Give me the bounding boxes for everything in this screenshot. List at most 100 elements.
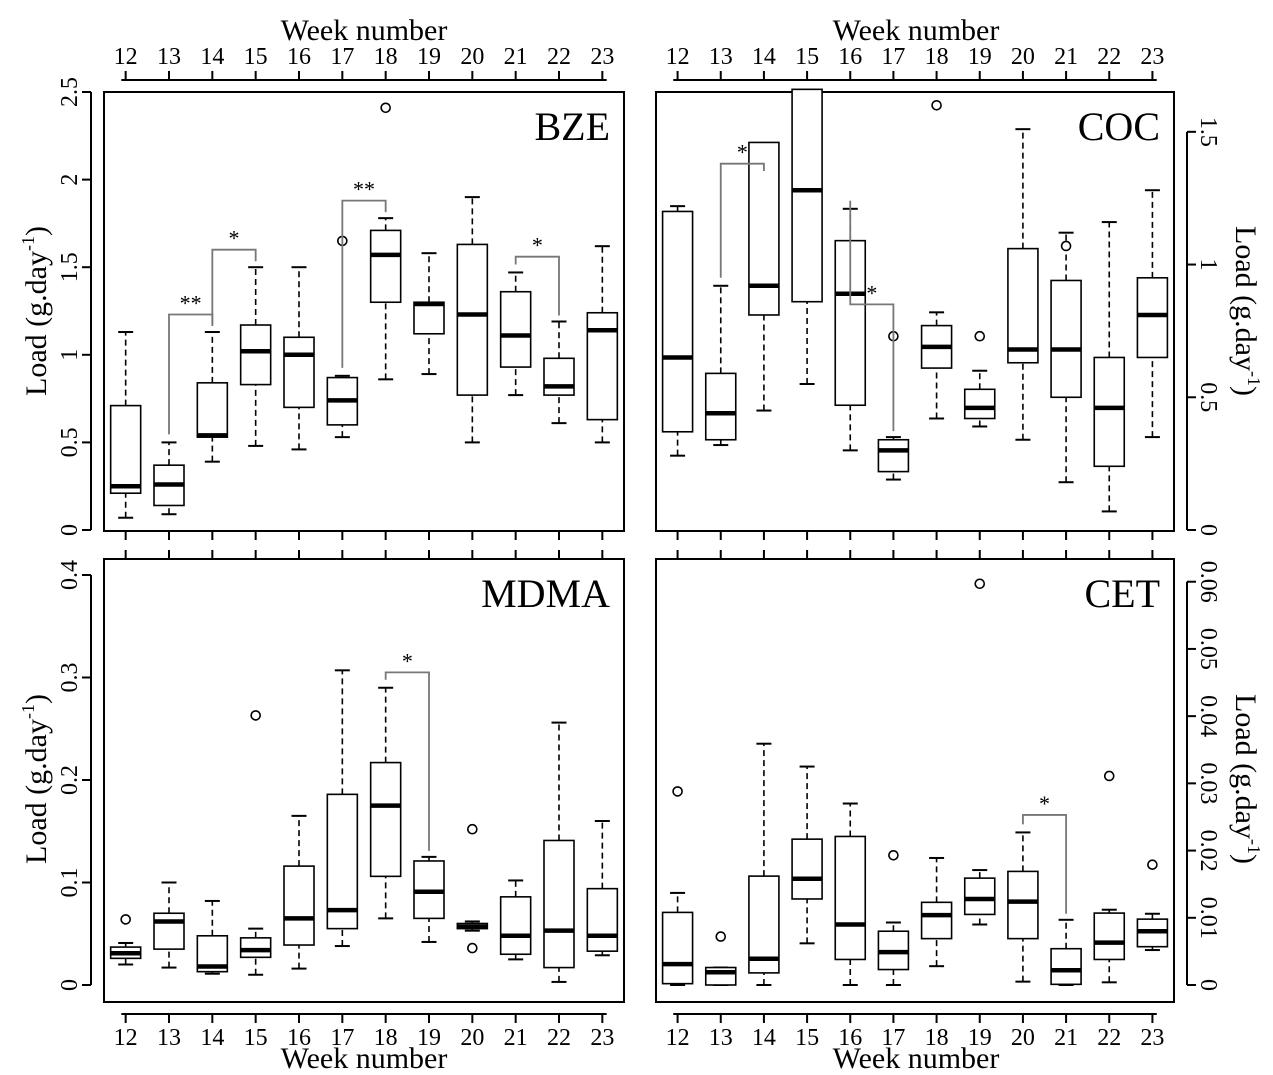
- iqr-box: [704, 372, 737, 441]
- iqr-box: [1136, 277, 1169, 359]
- x-tick-label: 13: [157, 44, 181, 70]
- x-tick-label: 22: [547, 44, 571, 70]
- y-axis-title-top-left: Load (g.day-1): [18, 226, 53, 396]
- bracket-line: [514, 255, 560, 316]
- significance-label: **: [353, 177, 375, 202]
- iqr-box: [456, 243, 489, 396]
- box-week-14: [748, 141, 780, 412]
- significance-bracket: *: [211, 226, 257, 325]
- x-axis-title-bottom-right: Week number: [833, 1042, 1000, 1075]
- x-tick-label: 18: [925, 1025, 949, 1051]
- box-week-14: [196, 899, 229, 975]
- x-tick-label: 17: [881, 1025, 905, 1051]
- box-week-22: [1093, 770, 1126, 984]
- box-week-16: [283, 266, 315, 451]
- x-tick-label: 21: [1054, 1025, 1078, 1051]
- significance-bracket: *: [514, 233, 560, 316]
- x-tick-label: 19: [968, 1025, 992, 1051]
- x-tick-label: 17: [881, 44, 905, 70]
- y-tick-label: 1: [57, 349, 83, 361]
- box-week-22: [543, 721, 575, 983]
- box-week-16: [283, 814, 315, 970]
- box-week-23: [586, 820, 619, 957]
- box-week-13: [153, 881, 185, 969]
- x-tick-label: 23: [590, 1025, 614, 1051]
- x-tick-label: 16: [287, 1025, 311, 1051]
- iqr-box: [834, 835, 867, 961]
- outlier-point: [467, 942, 478, 954]
- box-week-15: [239, 710, 272, 976]
- x-tick-label: 12: [666, 1025, 690, 1051]
- iqr-box: [661, 911, 694, 985]
- iqr-box: [239, 324, 272, 386]
- y-tick-label: 0.4: [57, 560, 83, 590]
- panel-label: COC: [1078, 104, 1160, 149]
- x-tick-label: 17: [330, 44, 354, 70]
- box-week-17: [326, 235, 359, 439]
- x-tick-label: 18: [374, 44, 398, 70]
- box-week-18: [920, 856, 953, 968]
- box-week-17: [877, 330, 910, 481]
- iqr-box: [543, 357, 575, 396]
- box-week-21: [499, 879, 532, 961]
- x-tick-label: 19: [417, 1025, 441, 1051]
- x-axis-title-bottom-left: Week number: [281, 1042, 448, 1075]
- x-tick-label: 23: [590, 44, 614, 70]
- panel-label: BZE: [534, 104, 610, 149]
- box-week-12: [661, 786, 694, 986]
- box-week-19: [413, 855, 445, 943]
- y-axis-title-top-right: Load (g.day-1): [1229, 226, 1264, 396]
- outlier-point: [250, 710, 261, 721]
- iqr-box: [153, 912, 185, 950]
- x-tick-label: 16: [838, 44, 862, 70]
- x-tick-label: 16: [838, 1025, 862, 1051]
- significance-label: *: [866, 280, 877, 305]
- box-week-20: [456, 823, 489, 954]
- y-tick-label: 0.06: [1195, 561, 1221, 603]
- x-tick-label: 14: [752, 1025, 776, 1051]
- box-week-18: [920, 99, 953, 420]
- x-tick-label: 20: [1011, 44, 1035, 70]
- y-tick-label: 0.01: [1195, 897, 1221, 939]
- iqr-box: [661, 210, 694, 433]
- x-tick-label: 20: [1011, 1025, 1035, 1051]
- box-week-21: [1050, 918, 1082, 986]
- outlier-point: [974, 578, 986, 590]
- box-week-16: [834, 802, 867, 986]
- y-tick-label: 0.5: [57, 427, 83, 457]
- x-tick-label: 12: [114, 44, 138, 70]
- box-week-12: [109, 914, 142, 966]
- outlier-point: [120, 914, 131, 925]
- iqr-box: [196, 382, 229, 438]
- box-week-15: [791, 88, 823, 385]
- y-tick-label: 0: [57, 979, 83, 991]
- plot-frame: [103, 91, 625, 532]
- iqr-box: [369, 761, 402, 878]
- box-week-23: [586, 245, 619, 444]
- box-week-22: [543, 320, 575, 425]
- plot-frame: [655, 91, 1175, 532]
- bracket-line: [849, 200, 895, 432]
- significance-label: *: [1039, 791, 1050, 816]
- x-axis-title-top-right: Week number: [833, 14, 1000, 47]
- box-week-12: [109, 331, 142, 519]
- panel-cet: CET 12 13 14 15 16 17 18 19 20 21 22 23 0 0.01 0.02 0.03…: [655, 550, 1221, 1051]
- x-tick-label: 19: [417, 44, 441, 70]
- y-tick-label: 0: [57, 524, 83, 536]
- box-week-19: [413, 252, 445, 376]
- x-tick-label: 22: [547, 1025, 571, 1051]
- box-week-13: [704, 931, 737, 986]
- box-week-13: [704, 284, 737, 447]
- box-week-18: [369, 102, 402, 381]
- x-tick-label: 12: [114, 1025, 138, 1051]
- y-tick-label: 0.1: [57, 868, 83, 898]
- box-week-13: [153, 441, 185, 516]
- x-tick-label: 14: [200, 1025, 224, 1051]
- y-tick-label: 0.05: [1195, 628, 1221, 670]
- significance-label: *: [229, 226, 240, 251]
- iqr-box: [791, 838, 823, 900]
- x-tick-label: 21: [1054, 44, 1078, 70]
- iqr-box: [369, 229, 402, 304]
- x-tick-label: 16: [287, 44, 311, 70]
- panel-label: CET: [1084, 571, 1160, 616]
